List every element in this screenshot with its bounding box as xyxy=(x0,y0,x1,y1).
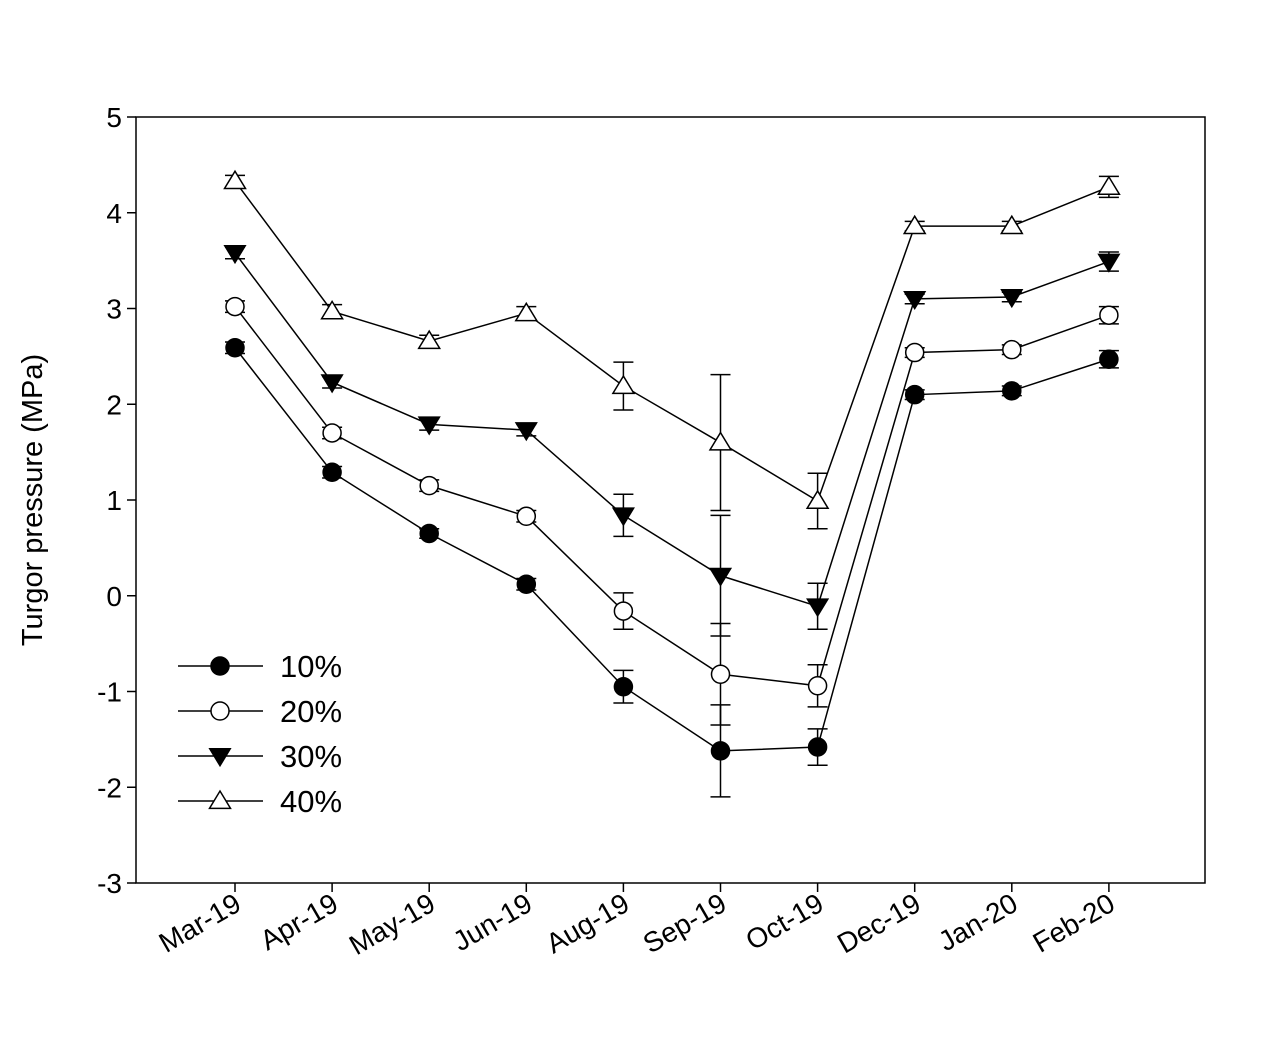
data-point xyxy=(904,342,925,363)
x-tick-label: Dec-19 xyxy=(832,887,926,959)
series-line xyxy=(234,306,1110,687)
data-point xyxy=(999,214,1024,235)
series-40pct xyxy=(223,169,1121,530)
data-point xyxy=(223,169,247,190)
y-tick-label: 0 xyxy=(106,581,122,612)
series-30pct xyxy=(223,245,1121,637)
data-point xyxy=(805,489,830,510)
data-point xyxy=(1002,381,1022,401)
data-point xyxy=(904,384,925,405)
data-series xyxy=(223,169,1121,798)
legend-item: 30% xyxy=(178,739,342,774)
data-point xyxy=(322,423,342,443)
x-tick-label: May-19 xyxy=(344,887,440,961)
data-point xyxy=(611,374,636,395)
data-point xyxy=(225,338,245,358)
data-point xyxy=(807,737,828,757)
data-point xyxy=(225,296,245,317)
x-tick-label: Mar-19 xyxy=(154,887,246,958)
data-point xyxy=(320,374,344,394)
data-point xyxy=(613,601,634,621)
x-tick-label: Apr-19 xyxy=(255,887,343,956)
data-point xyxy=(1099,305,1119,325)
legend-marker xyxy=(208,748,232,768)
x-tick-label: Jan-20 xyxy=(933,887,1023,957)
data-point xyxy=(710,664,731,685)
legend-marker xyxy=(210,701,230,721)
legend-label: 30% xyxy=(280,739,342,774)
series-line xyxy=(234,180,1110,503)
legend-item: 40% xyxy=(178,784,342,819)
y-tick-label: 5 xyxy=(106,102,122,133)
y-tick-label: 1 xyxy=(106,485,122,516)
data-point xyxy=(419,475,439,496)
series-20pct xyxy=(225,296,1119,726)
data-point xyxy=(1097,175,1121,195)
data-point xyxy=(807,676,828,696)
data-point xyxy=(1000,289,1024,309)
data-point xyxy=(514,422,538,442)
y-tick-label: -3 xyxy=(97,868,122,899)
y-tick-label: -2 xyxy=(97,772,122,803)
series-line xyxy=(234,347,1110,752)
legend: 10% 20% 30% 40% xyxy=(178,649,342,819)
series-10pct xyxy=(225,338,1119,798)
data-point xyxy=(710,741,731,761)
y-tick-label: 3 xyxy=(106,294,122,325)
data-point xyxy=(1099,349,1119,369)
y-tick-label: -1 xyxy=(97,677,122,708)
data-point xyxy=(320,299,344,320)
data-point xyxy=(902,214,927,235)
axis-ticks: -3 -2 -1 0 1 2 3 4 5 Mar-19 Apr-19 May-19 Jun-19 Aug-… xyxy=(97,102,1120,961)
x-tick-label: Oct-19 xyxy=(740,887,828,956)
x-tick-label: Aug-19 xyxy=(541,887,635,959)
y-tick-label: 4 xyxy=(106,198,122,229)
data-point xyxy=(417,416,441,436)
data-point xyxy=(806,598,830,618)
data-point xyxy=(613,676,634,697)
legend-label: 40% xyxy=(280,784,342,819)
data-point xyxy=(708,431,733,451)
data-point xyxy=(514,301,539,322)
data-point xyxy=(419,523,439,544)
data-point xyxy=(417,329,442,350)
data-point xyxy=(223,245,247,265)
legend-label: 20% xyxy=(280,694,342,729)
x-tick-label: Sep-19 xyxy=(638,887,732,959)
legend-label: 10% xyxy=(280,649,342,684)
data-point xyxy=(516,574,537,595)
y-axis-title: Turgor pressure (MPa) xyxy=(17,354,49,646)
data-point xyxy=(611,507,635,527)
legend-item: 10% xyxy=(178,649,342,684)
legend-marker xyxy=(208,789,232,810)
legend-marker xyxy=(210,656,230,676)
data-point xyxy=(708,567,733,587)
data-point xyxy=(1002,339,1022,360)
series-line xyxy=(234,252,1110,608)
data-point xyxy=(903,290,927,311)
data-point xyxy=(516,506,537,527)
x-tick-label: Feb-20 xyxy=(1028,887,1120,958)
data-point xyxy=(1097,253,1121,273)
x-tick-label: Jun-19 xyxy=(448,887,538,957)
legend-item: 20% xyxy=(178,694,342,729)
y-tick-label: 2 xyxy=(106,389,122,420)
data-point xyxy=(322,462,342,482)
